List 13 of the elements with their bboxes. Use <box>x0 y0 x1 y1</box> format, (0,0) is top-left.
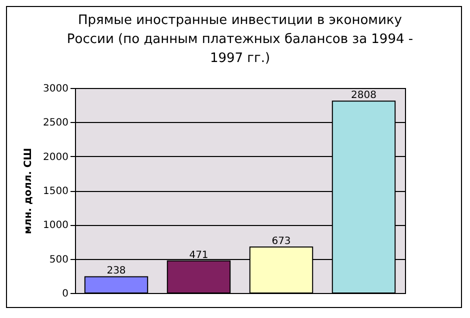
y-tick-label: 1500 <box>43 186 68 197</box>
y-tick-label: 2500 <box>43 118 68 129</box>
y-tick-label: 1000 <box>43 220 68 232</box>
data-label: 2808 <box>351 90 376 102</box>
y-tick-label: 0 <box>62 288 68 300</box>
data-label: 238 <box>106 266 126 277</box>
y-tick-label: 3000 <box>43 84 68 94</box>
y-tick-label: 500 <box>49 254 68 266</box>
y-tick-label: 2000 <box>43 152 68 163</box>
data-label: 673 <box>272 236 291 248</box>
y-axis-title: млн. долл. СШ <box>23 148 34 234</box>
chart-title: Прямые иностранные инвестиции в экономику России (по данным платежных балансов за 1994 - 1997 гг.) <box>66 13 414 66</box>
data-label: 471 <box>189 250 208 261</box>
